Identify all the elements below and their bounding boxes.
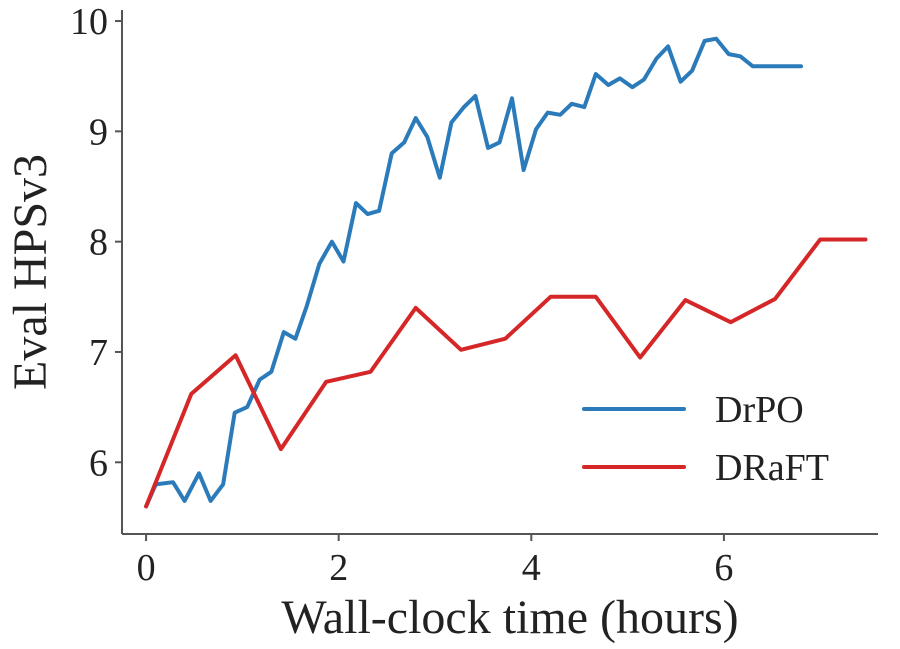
plot-lines	[144, 36, 868, 509]
x-tick-label: 4	[522, 547, 541, 589]
axes	[121, 10, 878, 535]
series-line-drpo	[144, 36, 803, 509]
x-tick-label: 6	[714, 547, 733, 589]
y-tick-label: 8	[89, 222, 108, 264]
y-tick-label: 7	[89, 332, 108, 374]
x-axis-title: Wall-clock time (hours)	[281, 591, 738, 644]
series-line-draft	[144, 237, 868, 509]
y-axis-title: Eval HPSv3	[4, 154, 57, 390]
x-tick-label: 2	[329, 547, 348, 589]
ticks: 0 2 4 6 6 7 8 9 10	[70, 1, 733, 589]
y-tick-label: 6	[89, 442, 108, 484]
x-tick-label: 0	[137, 547, 156, 589]
y-tick-label: 10	[70, 1, 108, 43]
legend-label-draft: DRaFT	[715, 447, 829, 489]
legend-label-drpo: DrPO	[715, 389, 804, 431]
y-tick-label: 9	[89, 111, 108, 153]
legend: DrPO DRaFT	[582, 389, 829, 489]
